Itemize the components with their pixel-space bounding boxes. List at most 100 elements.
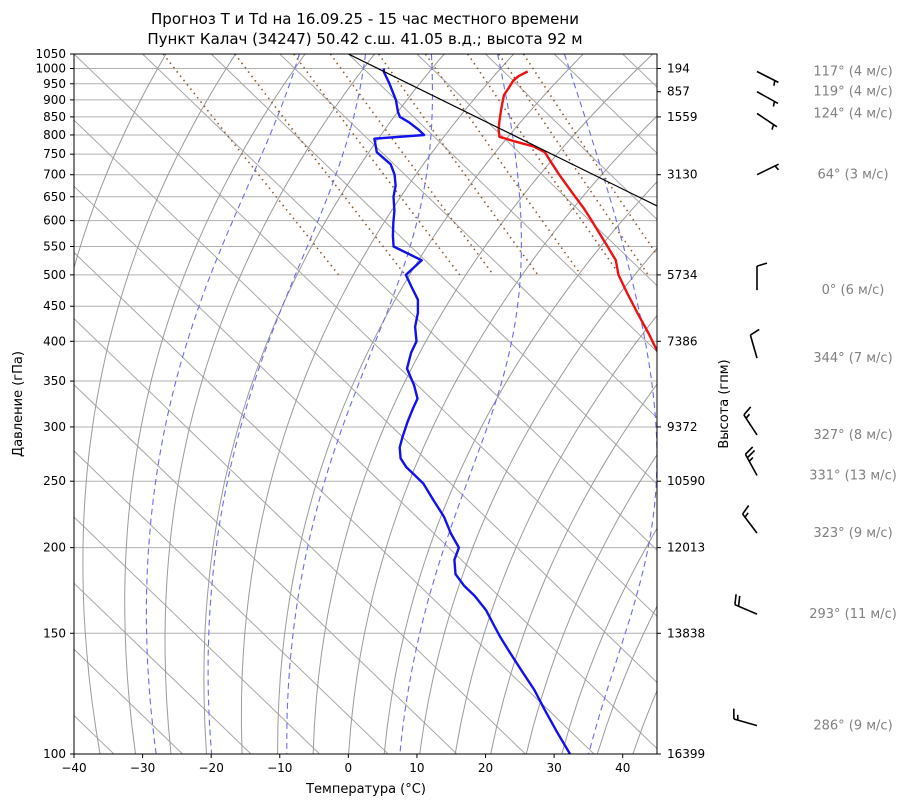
dry-adiabat-line: [775, 54, 900, 754]
wind-barb-label: 119° (4 м/с): [813, 85, 892, 100]
dry-adiabat-line: [633, 54, 900, 754]
height-tick-label: 5734: [667, 268, 698, 282]
isotherm-line: [143, 54, 869, 754]
y-tick-label: 900: [43, 93, 66, 107]
dry-adiabat-line: [668, 54, 900, 754]
height-tick-label: 3130: [667, 168, 698, 182]
x-axis-label: Температура (°C): [305, 782, 426, 797]
wind-barb: [745, 447, 757, 475]
mixing-ratio-line: [524, 54, 671, 275]
dry-adiabat-line: [704, 54, 900, 754]
height-tick-label: 194: [667, 62, 690, 76]
height-tick-label: 10590: [667, 474, 705, 488]
dry-adiabat-line: [165, 54, 375, 754]
wind-barb: [757, 263, 767, 290]
wind-barbs: 286° (9 м/с) 293° (11 м/с) 323° (9 м/с) 331…: [734, 65, 897, 734]
wind-barb-label: 323° (9 м/с): [813, 526, 892, 541]
chart-title-line2: Пункт Калач (34247) 50.42 с.ш. 41.05 в.д…: [147, 30, 582, 48]
height-tick-label: 9372: [667, 420, 698, 434]
wind-barb: [744, 407, 757, 435]
y-axis-label: Давление (гПа): [11, 351, 26, 457]
dry-adiabat-line: [420, 54, 862, 754]
dry-adiabat-line: [241, 54, 513, 754]
dry-adiabat-line: [83, 54, 236, 754]
y-tick-label: 400: [43, 334, 66, 348]
isotherm-line: [417, 54, 900, 754]
wind-barb: [757, 92, 778, 107]
y-tick-label: 550: [43, 239, 66, 253]
wind-barb-label: 327° (8 м/с): [813, 428, 892, 443]
x-tick-label: 30: [546, 761, 561, 775]
y-tick-label: 500: [43, 268, 66, 282]
height-tick-label: 7386: [667, 334, 698, 348]
dry-adiabat-line: [846, 54, 900, 754]
mixing-ratio-line: [426, 54, 582, 275]
x-tick-label: −10: [267, 761, 292, 775]
dry-adiabat-line: [739, 54, 900, 754]
x-tick-label: −40: [61, 761, 86, 775]
y-tick-label: 300: [43, 420, 66, 434]
x-tick-label: 10: [409, 761, 424, 775]
wind-barb-label: 117° (4 м/с): [813, 65, 892, 80]
height-tick-label: 857: [667, 85, 690, 99]
y-tick-label: 250: [43, 474, 66, 488]
isotherm-line: [5, 54, 731, 754]
dry-adiabat-line: [491, 54, 900, 754]
y-tick-label: 1000: [35, 62, 66, 76]
y-tick-label: 850: [43, 110, 66, 124]
series-line-2: [374, 69, 570, 755]
y-tick-label: 350: [43, 374, 66, 388]
height-tick-label: 16399: [667, 747, 705, 761]
x-tick-label: −30: [130, 761, 155, 775]
wind-barb-label: 64° (3 м/с): [817, 168, 888, 183]
moist-adiabat-line: [400, 54, 522, 754]
x-tick-label: 40: [615, 761, 630, 775]
dry-adiabat-line: [526, 54, 900, 754]
isotherm-line: [0, 54, 663, 754]
mixing-ratio-line: [379, 54, 538, 275]
dry-adiabat-line: [811, 54, 900, 754]
wind-barb-label: 286° (9 м/с): [813, 719, 892, 734]
isotherm-line: [74, 54, 800, 754]
height-tick-label: 13838: [667, 626, 705, 640]
isotherm-line: [0, 54, 525, 754]
plot-series: [348, 54, 900, 754]
wind-barb: [735, 594, 757, 614]
dry-adiabat-line: [278, 54, 584, 754]
wind-barb-label: 331° (13 м/с): [809, 468, 897, 483]
y-tick-label: 800: [43, 128, 66, 142]
y-tick-label: 650: [43, 190, 66, 204]
y-tick-label: 600: [43, 214, 66, 228]
wind-barb: [743, 506, 757, 534]
y-tick-label: 700: [43, 168, 66, 182]
height-tick-label: 12013: [667, 541, 705, 555]
y-tick-label: 450: [43, 299, 66, 313]
isotherm-line: [0, 54, 183, 754]
dry-adiabat-line: [204, 54, 444, 754]
plot-grid: [0, 54, 900, 754]
y-tick-label: 750: [43, 147, 66, 161]
height-tick-label: 1559: [667, 110, 698, 124]
moist-adiabat-line: [287, 54, 433, 754]
dry-adiabat-line: [455, 54, 900, 754]
wind-barb-label: 124° (4 м/с): [813, 106, 892, 121]
y-tick-label: 1050: [35, 47, 66, 61]
dry-adiabat-line: [349, 54, 723, 754]
wind-barb: [750, 329, 759, 358]
wind-barb-label: 293° (11 м/с): [809, 607, 897, 622]
mixing-ratio-line: [163, 54, 339, 275]
y-tick-label: 150: [43, 626, 66, 640]
wind-barb: [757, 113, 777, 129]
x-tick-label: 0: [345, 761, 353, 775]
isotherm-line: [348, 54, 900, 754]
wind-barb-label: 344° (7 м/с): [813, 351, 892, 366]
mixing-ratio-line: [235, 54, 405, 275]
wind-barb: [734, 709, 757, 726]
y-tick-label: 100: [43, 747, 66, 761]
chart-title-line1: Прогноз T и Td на 16.09.25 - 15 час мест…: [151, 10, 579, 28]
isotherm-line: [211, 54, 900, 754]
mixing-ratio-line: [330, 54, 493, 275]
x-tick-label: 20: [478, 761, 493, 775]
